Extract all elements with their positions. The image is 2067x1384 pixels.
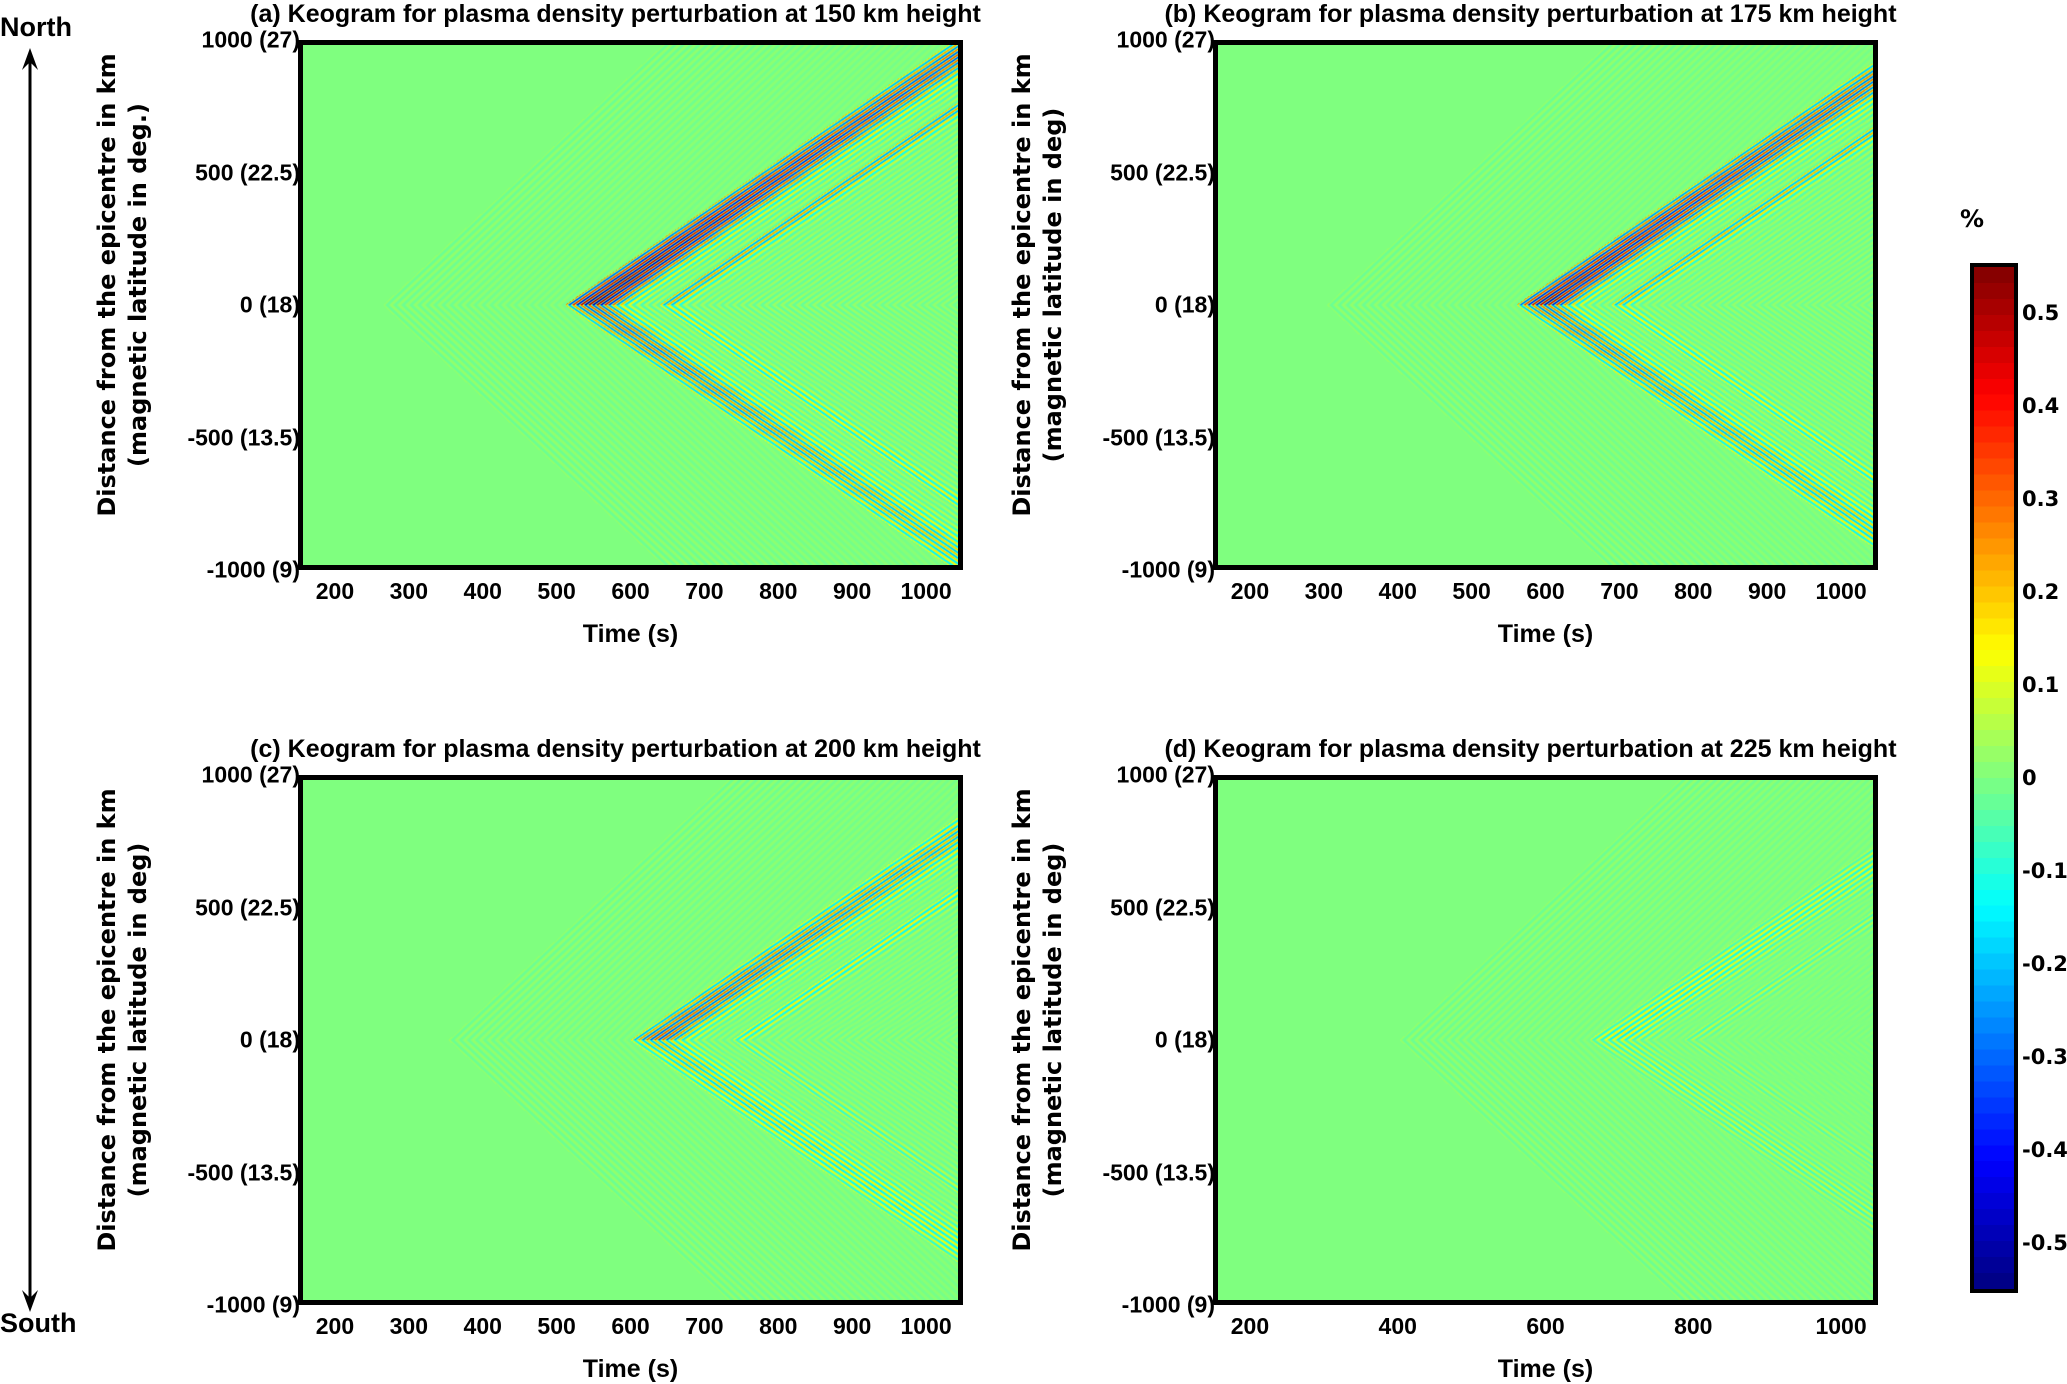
y-axis-label: Distance from the epicentre in km (magnet… <box>1007 53 1069 516</box>
y-tick-label: -500 (13.5) <box>1102 1159 1215 1185</box>
y-axis-label: Distance from the epicentre in km (magnet… <box>92 788 154 1251</box>
y-axis-label-line: Distance from the epicentre in km <box>1008 53 1036 517</box>
colorbar <box>1970 263 2018 1293</box>
heatmap-plot-area <box>1213 40 1878 570</box>
y-axis-label: Distance from the epicentre in km (magnet… <box>92 53 154 516</box>
heatmap-plot-area <box>298 40 963 570</box>
x-tick-label: 500 <box>1452 578 1491 604</box>
x-tick-label: 500 <box>537 578 576 604</box>
x-tick-label: 1000 <box>900 1313 952 1339</box>
y-axis-label-line: (magnetic latitude in deg) <box>124 842 152 1198</box>
heatmap-image <box>303 780 958 1300</box>
x-axis-label: Time (s) <box>1497 620 1594 648</box>
colorbar-tick-label: 0.1 <box>2022 673 2060 698</box>
x-tick-label: 200 <box>315 1313 355 1339</box>
x-tick-label: 200 <box>315 578 355 604</box>
y-axis-label-line: Distance from the epicentre in km <box>93 53 121 517</box>
x-tick-label: 700 <box>1600 578 1639 604</box>
y-tick-label: -1000 (9) <box>206 1291 300 1318</box>
x-tick-label: 700 <box>685 578 724 604</box>
x-tick-label: 600 <box>1526 578 1565 604</box>
colorbar-tick-label: -0.3 <box>2022 1044 2067 1069</box>
x-tick-label: 200 <box>1230 578 1270 604</box>
y-tick-label: 0 (18) <box>1154 291 1215 318</box>
y-tick-label: -1000 (9) <box>1121 556 1215 583</box>
panel-title: (b) Keogram for plasma density perturbat… <box>1164 0 1897 28</box>
colorbar-tick-label: 0.4 <box>2022 394 2060 419</box>
x-tick-label: 400 <box>1378 1313 1417 1339</box>
x-tick-label: 500 <box>537 1313 576 1339</box>
x-tick-label: 900 <box>832 1313 872 1339</box>
panel-title: (a) Keogram for plasma density perturbat… <box>250 0 981 28</box>
colorbar-tick-label: -0.5 <box>2022 1230 2067 1255</box>
colorbar-tick-label: 0.3 <box>2022 487 2060 512</box>
panel-title: (d) Keogram for plasma density perturbat… <box>1164 735 1897 763</box>
x-tick-label: 800 <box>1674 578 1713 604</box>
panel-title: (c) Keogram for plasma density perturbat… <box>250 735 981 763</box>
y-tick-label: 500 (22.5) <box>195 894 300 920</box>
y-tick-label: 1000 (27) <box>1116 26 1215 53</box>
heatmap-image <box>303 45 958 565</box>
y-axis-label: Distance from the epicentre in km (magnet… <box>1007 788 1069 1251</box>
x-axis-label: Time (s) <box>582 1355 679 1383</box>
x-tick-label: 900 <box>1747 578 1787 604</box>
y-tick-label: 500 (22.5) <box>195 159 300 185</box>
x-tick-label: 200 <box>1230 1313 1270 1339</box>
y-axis-label-line: Distance from the epicentre in km <box>1008 788 1036 1252</box>
north-south-arrow-icon <box>22 48 38 1312</box>
x-tick-label: 300 <box>1304 578 1344 604</box>
y-tick-label: 0 (18) <box>1154 1026 1215 1053</box>
x-tick-label: 1000 <box>1815 578 1867 604</box>
colorbar-tick-label: 0.5 <box>2022 301 2060 326</box>
y-tick-label: 1000 (27) <box>201 761 300 788</box>
x-tick-label: 400 <box>463 1313 502 1339</box>
x-tick-label: 800 <box>1674 1313 1713 1339</box>
x-tick-label: 700 <box>685 1313 724 1339</box>
x-tick-label: 800 <box>759 1313 798 1339</box>
x-tick-label: 800 <box>759 578 798 604</box>
colorbar-tick-label: 0.2 <box>2022 580 2060 605</box>
y-tick-label: -500 (13.5) <box>187 1159 300 1185</box>
y-tick-label: 500 (22.5) <box>1110 894 1215 920</box>
y-axis-label-line: (magnetic latitude in deg) <box>1039 107 1067 463</box>
x-tick-label: 600 <box>611 578 650 604</box>
heatmap-image <box>1218 780 1873 1300</box>
heatmap-plot-area <box>298 775 963 1305</box>
y-tick-label: -500 (13.5) <box>1102 424 1215 450</box>
x-tick-label: 600 <box>611 1313 650 1339</box>
colorbar-tick-label: -0.4 <box>2022 1137 2067 1162</box>
y-tick-label: -500 (13.5) <box>187 424 300 450</box>
x-tick-label: 400 <box>463 578 502 604</box>
north-label: North <box>0 12 72 42</box>
y-tick-label: 1000 (27) <box>201 26 300 53</box>
colorbar-tick-label: -0.1 <box>2022 858 2067 883</box>
colorbar-tick-label: 0 <box>2022 766 2037 790</box>
y-tick-label: 0 (18) <box>239 291 300 318</box>
y-axis-label-line: (magnetic latitude in deg.) <box>124 103 152 467</box>
y-axis-label-line: Distance from the epicentre in km <box>93 788 121 1252</box>
heatmap-plot-area <box>1213 775 1878 1305</box>
x-tick-label: 600 <box>1526 1313 1565 1339</box>
x-axis-label: Time (s) <box>582 620 679 648</box>
heatmap-image <box>1218 45 1873 565</box>
x-axis-label: Time (s) <box>1497 1355 1594 1383</box>
y-axis-label-line: (magnetic latitude in deg) <box>1039 842 1067 1198</box>
south-label: South <box>0 1308 77 1338</box>
colorbar-unit-label: % <box>1960 205 1985 233</box>
y-tick-label: -1000 (9) <box>1121 1291 1215 1318</box>
colorbar-tick-label: -0.2 <box>2022 951 2067 976</box>
x-tick-label: 400 <box>1378 578 1417 604</box>
x-tick-label: 900 <box>832 578 872 604</box>
y-tick-label: 500 (22.5) <box>1110 159 1215 185</box>
y-tick-label: 0 (18) <box>239 1026 300 1053</box>
x-tick-label: 300 <box>389 1313 429 1339</box>
x-tick-label: 1000 <box>1815 1313 1867 1339</box>
y-tick-label: -1000 (9) <box>206 556 300 583</box>
x-tick-label: 300 <box>389 578 429 604</box>
y-tick-label: 1000 (27) <box>1116 761 1215 788</box>
x-tick-label: 1000 <box>900 578 952 604</box>
